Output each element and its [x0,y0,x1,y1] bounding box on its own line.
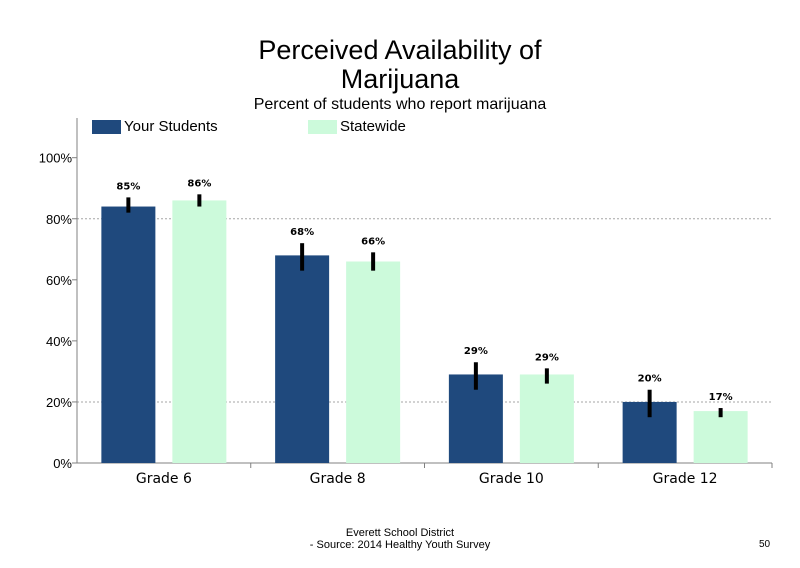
page-number: 50 [759,539,771,550]
legend-swatch-your-students [92,119,121,134]
x-category-label: Grade 12 [653,471,718,487]
legend-label-statewide: Statewide [340,118,406,135]
data-label: 85% [116,181,140,192]
data-label: 20% [638,374,662,385]
bar-your-students [275,255,330,463]
y-tick-label: 80% [46,212,72,227]
legend-item-statewide: Statewide [308,118,406,135]
footer-district: Everett School District [345,527,455,539]
data-label: 86% [187,178,211,189]
legend-item-your-students: Your Students [92,118,218,135]
y-tick-label: 0% [53,456,72,471]
data-label: 17% [709,392,733,403]
footer-source: - Source: 2014 Healthy Youth Survey [309,539,491,551]
chart-title: Perceived Availability of Marijuana [0,36,800,94]
y-tick-label: 100% [39,151,73,166]
x-category-label: Grade 6 [136,471,192,487]
data-label: 29% [464,346,488,357]
x-category-label: Grade 8 [310,471,366,487]
y-tick-label: 20% [46,395,72,410]
chart-subtitle: Percent of students who report marijuana [253,96,547,113]
bar-statewide [519,374,574,463]
y-tick-label: 40% [46,334,72,349]
bar-statewide [693,411,748,463]
legend-label-your-students: Your Students [124,118,218,135]
bar-your-students [101,206,156,463]
bar-statewide [172,200,227,463]
y-tick-label: 60% [46,273,72,288]
title-line-1: Perceived Availability of [258,35,542,65]
bar-statewide [346,261,401,463]
data-label: 68% [290,227,314,238]
data-label: 66% [361,236,385,247]
title-line-2: Marijuana [340,64,460,94]
x-category-label: Grade 10 [479,471,544,487]
data-label: 29% [535,352,559,363]
legend-swatch-statewide [308,119,337,134]
